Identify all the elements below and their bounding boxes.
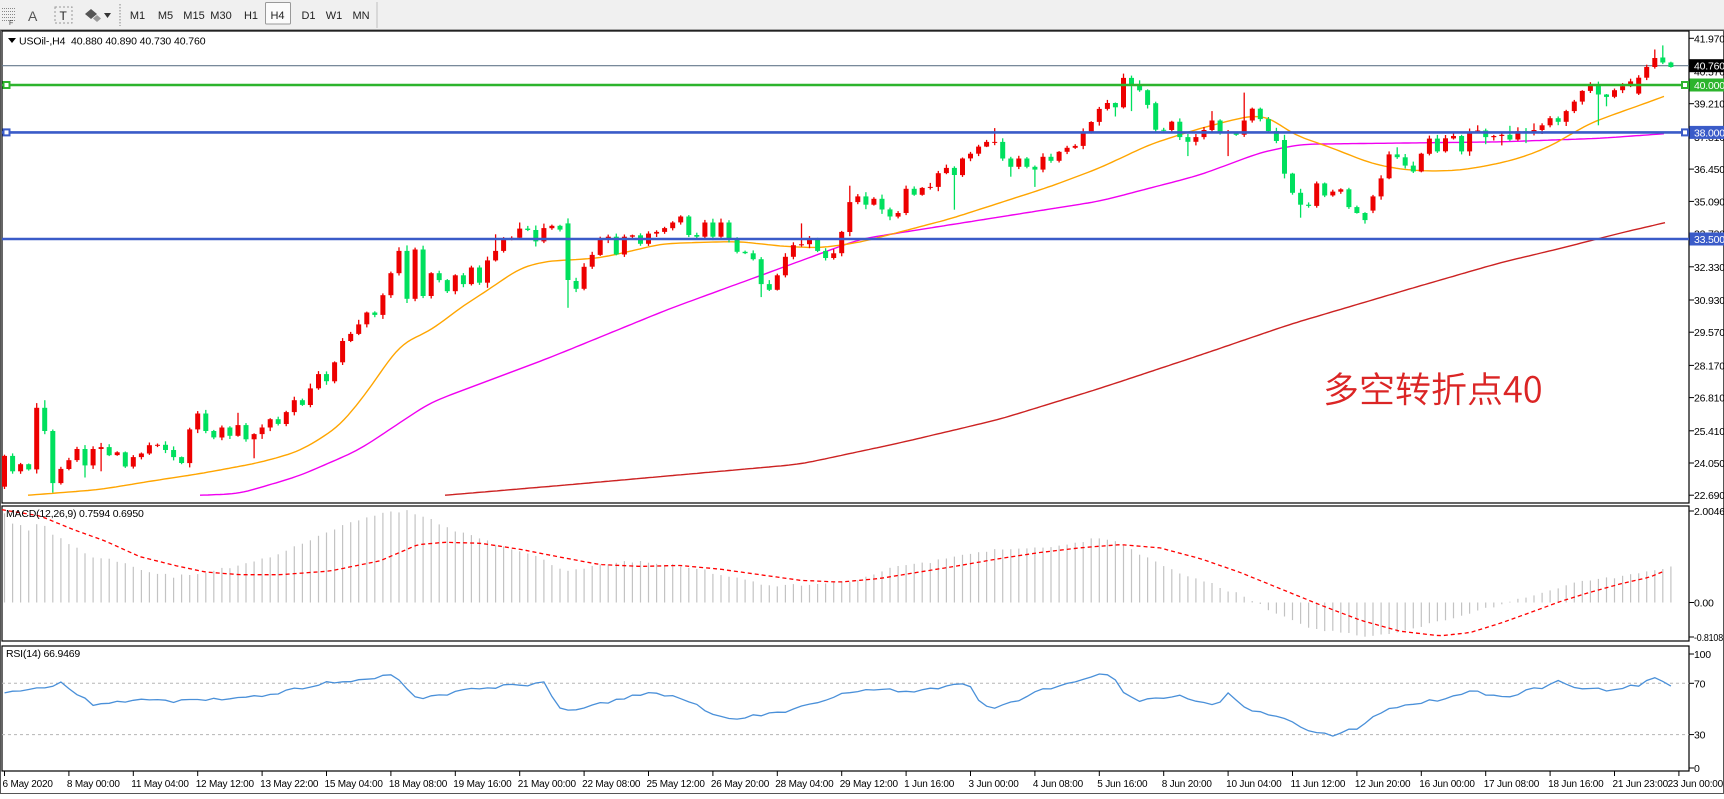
svg-text:26 May 20:00: 26 May 20:00 [711, 779, 770, 790]
svg-text:12 May 12:00: 12 May 12:00 [196, 779, 255, 790]
svg-text:3 Jun 00:00: 3 Jun 00:00 [969, 779, 1020, 790]
svg-text:19 May 16:00: 19 May 16:00 [453, 779, 512, 790]
svg-text:12 Jun 20:00: 12 Jun 20:00 [1355, 779, 1411, 790]
svg-text:8 Jun 20:00: 8 Jun 20:00 [1162, 779, 1213, 790]
svg-text:28.170: 28.170 [1694, 360, 1724, 372]
svg-text:13 May 22:00: 13 May 22:00 [260, 779, 319, 790]
svg-text:M30: M30 [210, 10, 231, 22]
svg-text:MN: MN [352, 10, 369, 22]
svg-text:28 May 04:00: 28 May 04:00 [775, 779, 834, 790]
svg-text:22.690: 22.690 [1694, 490, 1724, 502]
svg-text:4 Jun 08:00: 4 Jun 08:00 [1033, 779, 1084, 790]
svg-text:38.000: 38.000 [1694, 127, 1724, 139]
svg-text:35.090: 35.090 [1694, 196, 1724, 208]
svg-text:F: F [9, 20, 13, 27]
svg-text:USOil-,H4 40.880 40.890 40.73: USOil-,H4 40.880 40.890 40.730 40.760 [19, 36, 206, 48]
svg-text:16 Jun 00:00: 16 Jun 00:00 [1419, 779, 1475, 790]
svg-text:30: 30 [1694, 730, 1706, 742]
svg-text:21 Jun 23:00: 21 Jun 23:00 [1613, 779, 1669, 790]
svg-text:-0.8108: -0.8108 [1694, 632, 1723, 644]
svg-text:D1: D1 [301, 10, 315, 22]
svg-text:5 Jun 16:00: 5 Jun 16:00 [1097, 779, 1148, 790]
svg-text:22 May 08:00: 22 May 08:00 [582, 779, 641, 790]
svg-text:25 May 12:00: 25 May 12:00 [647, 779, 706, 790]
svg-text:H4: H4 [270, 10, 284, 22]
svg-text:MACD(12,26,9) 0.7594 0.6950: MACD(12,26,9) 0.7594 0.6950 [6, 508, 144, 520]
svg-text:33.500: 33.500 [1694, 234, 1724, 246]
svg-text:30.930: 30.930 [1694, 295, 1724, 307]
svg-text:39.210: 39.210 [1694, 99, 1724, 111]
svg-text:100: 100 [1694, 649, 1711, 661]
svg-text:36.450: 36.450 [1694, 164, 1724, 176]
svg-text:29.570: 29.570 [1694, 327, 1724, 339]
svg-text:A: A [28, 8, 38, 24]
svg-text:M1: M1 [130, 10, 145, 22]
svg-text:M5: M5 [158, 10, 173, 22]
svg-text:32.330: 32.330 [1694, 262, 1724, 274]
svg-text:15 May 04:00: 15 May 04:00 [325, 779, 384, 790]
svg-text:H1: H1 [244, 10, 258, 22]
svg-text:0.00: 0.00 [1694, 598, 1714, 610]
svg-text:T: T [60, 9, 68, 23]
svg-text:10 Jun 04:00: 10 Jun 04:00 [1226, 779, 1282, 790]
svg-text:26.810: 26.810 [1694, 393, 1724, 405]
svg-text:24.050: 24.050 [1694, 458, 1724, 470]
svg-text:40.000: 40.000 [1694, 80, 1724, 92]
svg-text:18 May 08:00: 18 May 08:00 [389, 779, 448, 790]
svg-text:70: 70 [1694, 678, 1706, 690]
svg-text:0: 0 [1694, 763, 1700, 775]
svg-text:18 Jun 16:00: 18 Jun 16:00 [1548, 779, 1604, 790]
svg-text:11 Jun 12:00: 11 Jun 12:00 [1291, 779, 1346, 790]
svg-text:1 Jun 16:00: 1 Jun 16:00 [904, 779, 955, 790]
svg-text:21 May 00:00: 21 May 00:00 [518, 779, 577, 790]
svg-text:M15: M15 [183, 10, 204, 22]
svg-text:11 May 04:00: 11 May 04:00 [131, 779, 189, 790]
svg-text:29 May 12:00: 29 May 12:00 [840, 779, 899, 790]
svg-text:23 Jun 00:00: 23 Jun 00:00 [1668, 779, 1724, 790]
svg-text:8 May 00:00: 8 May 00:00 [67, 779, 120, 790]
svg-text:41.970: 41.970 [1694, 33, 1724, 45]
svg-text:2.0046: 2.0046 [1694, 506, 1724, 518]
svg-text:40.760: 40.760 [1694, 61, 1724, 73]
svg-text:17 Jun 08:00: 17 Jun 08:00 [1484, 779, 1540, 790]
svg-text:RSI(14) 66.9469: RSI(14) 66.9469 [6, 648, 80, 660]
svg-text:W1: W1 [326, 10, 343, 22]
svg-text:25.410: 25.410 [1694, 426, 1724, 438]
svg-text:6 May 2020: 6 May 2020 [3, 779, 54, 790]
